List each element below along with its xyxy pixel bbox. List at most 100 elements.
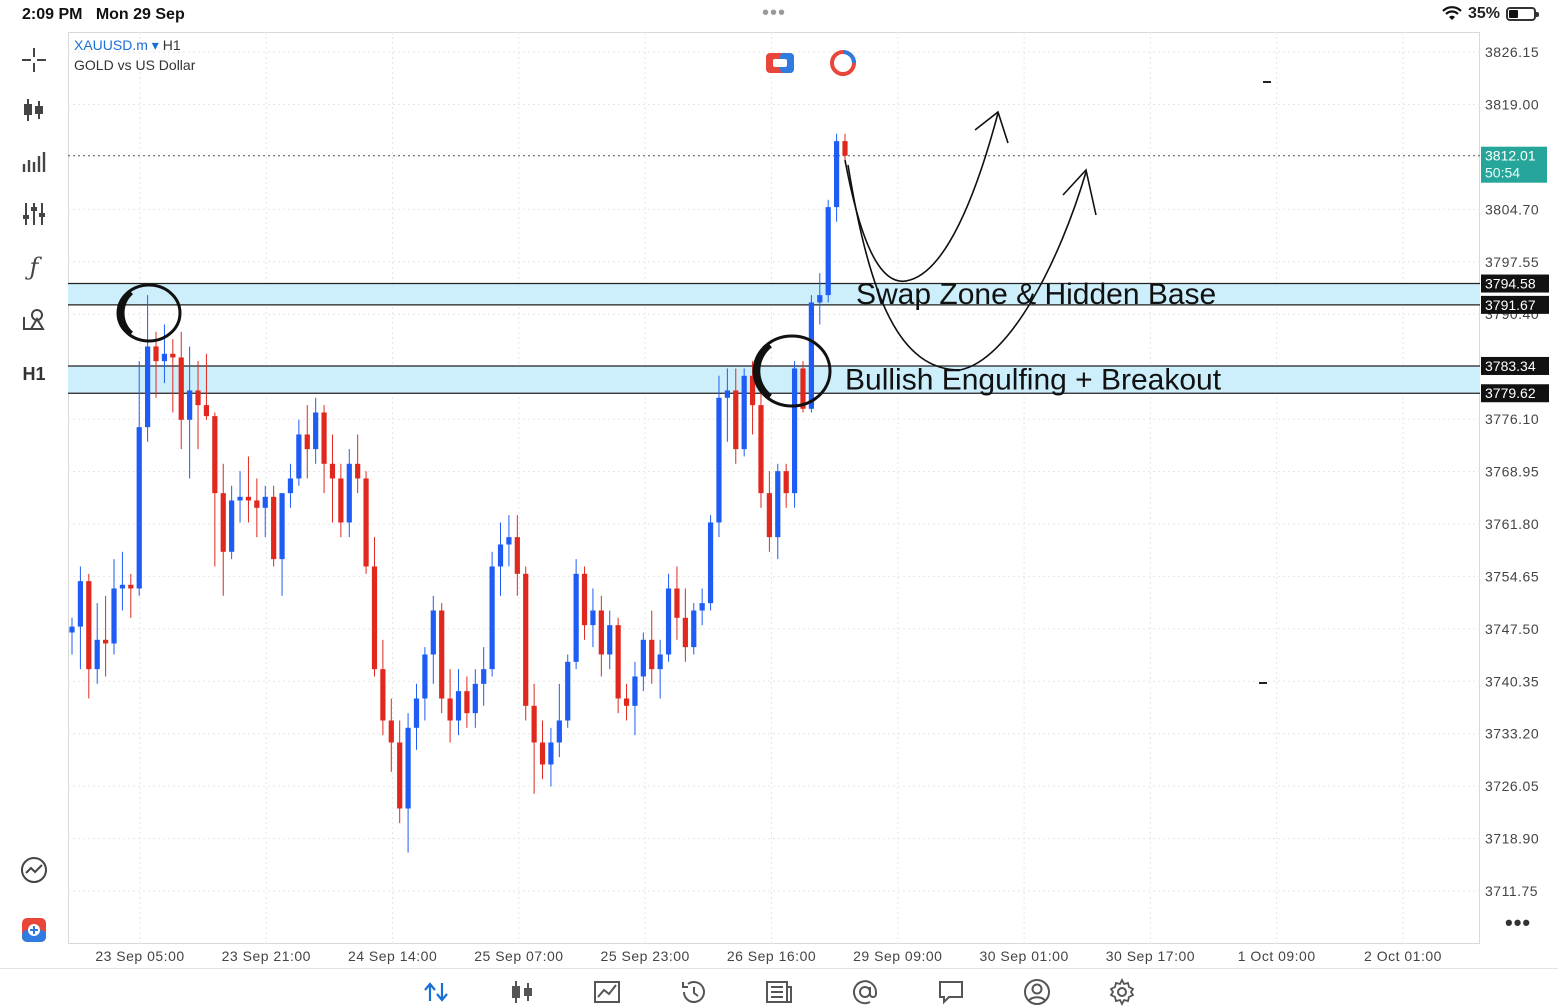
candle-body — [464, 691, 470, 714]
status-right: 35% — [1442, 5, 1539, 23]
candle-body — [304, 434, 310, 450]
candle-body — [405, 727, 411, 809]
left-toolbar: ƒ H1 — [0, 32, 68, 947]
zone-price-label: 3794.58 — [1485, 276, 1536, 292]
candle-body — [665, 588, 672, 655]
candle-body — [707, 522, 714, 604]
candle-body — [413, 698, 420, 728]
sliders-icon[interactable] — [12, 194, 56, 234]
timeframe-icon[interactable]: H1 — [22, 363, 46, 384]
candlestick-icon[interactable] — [12, 90, 56, 130]
time-axis: 23 Sep 05:00 23 Sep 21:00 24 Sep 14:00 25 S… — [95, 948, 1442, 964]
candle-body — [338, 478, 344, 523]
mail-icon[interactable] — [848, 979, 882, 1005]
candle-body — [388, 720, 394, 743]
price-tick-label: 3819.00 — [1485, 96, 1539, 112]
history-icon[interactable] — [676, 979, 710, 1005]
candle-body — [758, 405, 764, 494]
zone-band — [68, 283, 1480, 305]
trade-icon[interactable] — [590, 979, 624, 1005]
candle-body — [380, 669, 386, 721]
account-icon[interactable] — [1020, 979, 1054, 1005]
one-click-trading-icon[interactable] — [766, 53, 794, 73]
candle-body — [825, 207, 831, 296]
quotes-icon[interactable] — [420, 979, 454, 1005]
price-tick-label: 3776.10 — [1485, 411, 1539, 427]
candle-body — [691, 610, 697, 648]
bar-countdown-label: 50:54 — [1485, 165, 1520, 181]
highlight-circle-right-thick — [754, 342, 772, 400]
status-date: Mon 29 Sep — [95, 6, 185, 23]
candle-body — [565, 661, 571, 721]
more-options-icon[interactable]: ••• — [1505, 910, 1532, 935]
marker-dash-2 — [1259, 682, 1267, 684]
indicators-icon[interactable] — [12, 142, 56, 182]
symbol-label[interactable]: XAUUSD.m ▾ H1 — [74, 37, 181, 54]
news-icon[interactable] — [762, 979, 796, 1005]
candle-body — [94, 639, 100, 670]
candle-body — [119, 584, 126, 589]
candle-body — [271, 496, 277, 560]
chart-icon[interactable] — [505, 979, 539, 1005]
candle-body — [145, 346, 151, 428]
objects-icon[interactable] — [12, 300, 56, 340]
candle-body — [355, 463, 361, 479]
status-bar: 2:09 PM Mon 29 Sep ••• 35% — [0, 0, 1558, 32]
symbol-description: GOLD vs US Dollar — [74, 57, 196, 73]
marker-dash-1 — [1263, 81, 1271, 83]
chart-grid — [68, 32, 1480, 944]
candle-body — [422, 654, 428, 699]
candle-body — [153, 346, 159, 362]
candle-body — [607, 625, 613, 655]
candle-body — [103, 639, 109, 644]
candle-body — [481, 669, 487, 684]
chat-icon[interactable] — [934, 979, 968, 1005]
candle-body — [69, 626, 75, 633]
candle-body — [371, 566, 378, 670]
time-tick-label: 23 Sep 21:00 — [222, 948, 311, 964]
candle-body — [724, 390, 730, 398]
candle-body — [195, 390, 201, 406]
performance-icon[interactable] — [12, 850, 56, 890]
symbol-name[interactable]: XAUUSD.m — [74, 37, 148, 53]
app-logo-icon[interactable] — [12, 910, 56, 950]
function-icon[interactable]: ƒ — [29, 253, 39, 281]
candle-body — [237, 496, 243, 501]
multitasking-dots-icon[interactable]: ••• — [762, 2, 787, 24]
candle-body — [842, 141, 848, 156]
chart-cycle-icon[interactable] — [830, 50, 856, 76]
crosshair-icon[interactable] — [12, 40, 56, 80]
time-tick-label: 2 Oct 01:00 — [1364, 948, 1442, 964]
wifi-icon — [1442, 6, 1462, 20]
time-tick-label: 23 Sep 05:00 — [95, 948, 184, 964]
zone-annotation: Bullish Engulfing + Breakout — [845, 364, 1222, 397]
candle-body — [287, 478, 294, 494]
candle-body — [800, 368, 806, 409]
candle-body — [170, 353, 176, 358]
candle-body — [497, 544, 504, 567]
settings-icon[interactable] — [1105, 978, 1139, 1006]
candle-body — [523, 573, 529, 706]
candle-body — [581, 573, 588, 626]
candle-body — [346, 463, 352, 523]
candle-body — [833, 141, 840, 208]
time-tick-label: 26 Sep 16:00 — [727, 948, 816, 964]
symbol-caret[interactable]: ▾ — [151, 37, 159, 53]
time-tick-label: 1 Oct 09:00 — [1238, 948, 1316, 964]
candle-body — [699, 603, 705, 611]
projection-arrowhead-lower — [1062, 168, 1097, 216]
candle-body — [749, 375, 756, 406]
candle-body — [514, 537, 520, 574]
price-tick-label: 3804.70 — [1485, 201, 1539, 217]
candle-body — [716, 397, 722, 523]
candle-body — [128, 584, 134, 589]
candle-body — [187, 390, 193, 420]
candle-body — [220, 493, 226, 552]
highlight-circle-left-thick — [118, 289, 134, 337]
candle-body — [615, 625, 621, 699]
time-tick-label: 25 Sep 23:00 — [601, 948, 690, 964]
chart-frame[interactable] — [68, 32, 1480, 944]
time-tick-label: 29 Sep 09:00 — [853, 948, 942, 964]
candle-body — [178, 357, 184, 420]
